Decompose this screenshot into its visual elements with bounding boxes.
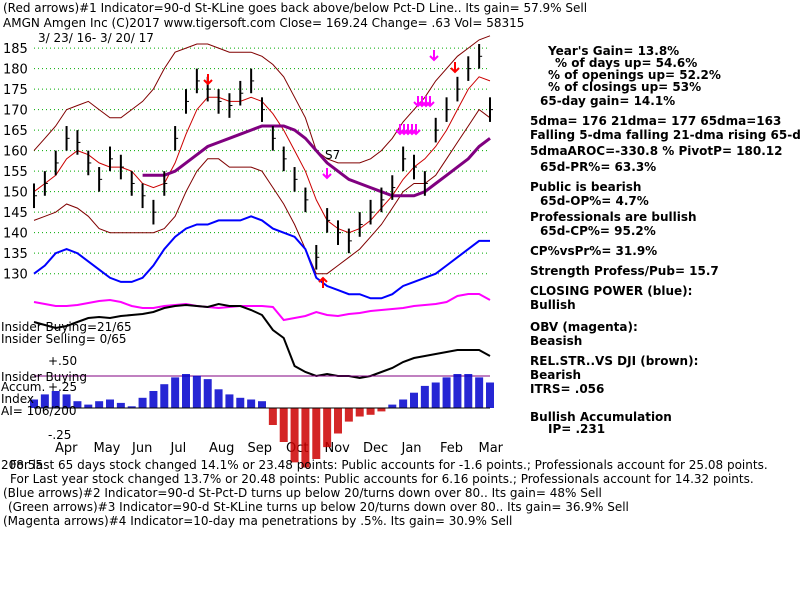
header-ticker-line: AMGN Amgen Inc (C)2017 www.tigersoft.com… [3, 16, 525, 30]
closing-power-line [33, 215, 490, 300]
stat-line: 65d-OP%= 4.7% [540, 194, 649, 208]
sell-arrow-magenta-2 [322, 168, 332, 180]
minus25-label: -.25 [48, 428, 72, 442]
y-tick-label: 175 [3, 83, 28, 98]
price-series [33, 35, 493, 300]
y-axis: 130 135 140 145 150 155 160 165 170 175 180 185 [3, 42, 28, 283]
stat-line: Beasish [530, 334, 583, 348]
x-tick-label-Mar: Mar [479, 441, 504, 456]
stat-line: 65-day gain= 14.1% [540, 94, 676, 108]
stat-line: REL.STR..VS DJI (brown): [530, 354, 699, 368]
stat-line: Bearish [530, 368, 582, 382]
x-axis: AprMayJunJulAugSepOctNovDecJanFebMar [55, 441, 504, 456]
footer-stub: 208.55 [1, 458, 43, 472]
x-tick-label-Jul: Jul [170, 441, 187, 456]
footer-65day: For last 65 days stock changed 14.1% or … [10, 458, 768, 472]
footer-year: For Last year stock changed 13.7% or 20.… [10, 472, 754, 486]
y-tick-label: 160 [3, 145, 28, 160]
x-tick-label-Dec: Dec [363, 441, 388, 456]
x-tick-label-Jun: Jun [131, 441, 152, 456]
x-tick-label-May: May [94, 441, 121, 456]
plus25-label: +.25 [48, 380, 78, 394]
stat-line: OBV (magenta): [530, 320, 638, 334]
date-range: 3/ 23/ 16- 3/ 20/ 17 [38, 31, 154, 45]
stat-line: Falling 5-dma falling 21-dma rising 65-d… [530, 128, 800, 142]
sell-arrow-magenta-cluster [411, 124, 421, 136]
stat-line: CP%vsPr%= 31.9% [530, 244, 658, 258]
sell-arrow-red-2 [450, 62, 460, 74]
relative-strength-line [33, 302, 491, 380]
stat-line: ITRS= .056 [530, 382, 605, 396]
y-tick-label: 165 [3, 124, 28, 139]
x-tick-label-Sep: Sep [248, 441, 273, 456]
sell-arrow-magenta [429, 50, 439, 62]
obv-line [33, 293, 491, 322]
y-tick-label: 150 [3, 186, 28, 201]
footer-green-arrows: (Green arrows)#3 Indicator=90-d St-KLine… [8, 500, 629, 514]
stat-line: Bullish [530, 298, 576, 312]
stat-line: 65d-CP%= 95.2% [540, 224, 656, 238]
stat-line: % of days up= 54.6% [555, 56, 698, 70]
lower-band-line [33, 108, 491, 275]
plus50-label: +.50 [48, 354, 78, 368]
header-indicator-1: (Red arrows)#1 Indicator=90-d St-KLine g… [3, 1, 588, 15]
stat-line: 65d-PR%= 63.3% [540, 160, 657, 174]
indicator-panels [30, 293, 494, 468]
accum-index-label-2: Index [1, 392, 35, 406]
x-tick-label-Feb: Feb [440, 441, 463, 456]
x-tick-label-Aug: Aug [209, 441, 234, 456]
y-tick-label: 130 [3, 268, 28, 283]
accum-index-label-1: Accum. [1, 380, 46, 394]
upper-band-line [33, 35, 491, 164]
insider-buying-ratio: Insider Buying=21/65 [1, 320, 132, 334]
insider-buying-label: Insider Buying [1, 370, 87, 384]
y-tick-label: 155 [3, 165, 28, 180]
y-tick-label: 180 [3, 63, 28, 78]
buy-arrow-red [318, 276, 328, 288]
stat-line: % of closings up= 53% [548, 80, 702, 94]
stat-line: Year's Gain= 13.8% [548, 44, 680, 58]
y-tick-label: 185 [3, 42, 28, 57]
y-tick-label: 145 [3, 206, 28, 221]
sell-arrow-red [203, 74, 213, 86]
ai-ratio: AI= 106/200 [1, 404, 77, 418]
stat-line: Public is bearish [530, 180, 642, 194]
stat-line: CLOSING POWER (blue): [530, 284, 693, 298]
stat-line: IP= .231 [548, 422, 606, 436]
y-tick-label: 135 [3, 247, 28, 262]
stat-line: 5dma= 176 21dma= 177 65dma=163 [530, 114, 782, 128]
y-tick-label: 170 [3, 104, 28, 119]
footer-magenta-arrows: (Magenta arrows)#4 Indicator=10-day ma p… [3, 514, 513, 528]
footer-blue-arrows: (Blue arrows)#2 Indicator=90-d St-Pct-D … [3, 486, 602, 500]
ma65-line [142, 124, 491, 198]
stat-line: Strength Profess/Pub= 15.7 [530, 264, 719, 278]
signal-arrows [203, 50, 460, 288]
stat-line: Bullish Accumulation [530, 410, 672, 424]
insider-selling-ratio: Insider Selling= 0/65 [1, 332, 127, 346]
stat-line: 5dmaAROC=-330.8 % PivotP= 180.12 [530, 144, 783, 158]
y-tick-label: 140 [3, 227, 28, 242]
x-tick-label-Jan: Jan [401, 441, 422, 456]
sell-arrow-magenta-cluster-2 [425, 96, 435, 108]
stat-line: % of openings up= 52.2% [548, 68, 721, 82]
x-tick-label-Apr: Apr [55, 441, 78, 456]
stat-line: Professionals are bullish [530, 210, 697, 224]
s7-annotation: S7 [325, 148, 341, 162]
